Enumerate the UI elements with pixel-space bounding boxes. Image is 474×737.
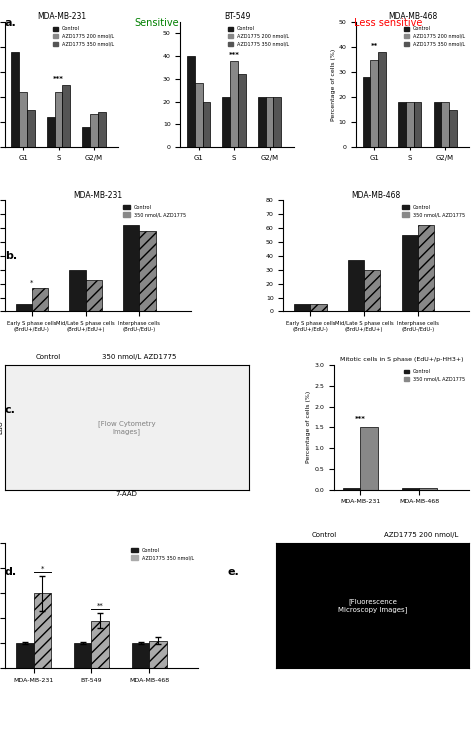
Bar	[90, 114, 98, 147]
Bar	[11, 52, 19, 147]
Text: Less sensitive: Less sensitive	[355, 18, 423, 29]
Y-axis label: Percentage of cells (%): Percentage of cells (%)	[330, 49, 336, 121]
Bar	[364, 270, 381, 312]
Title: MDA-MB-468: MDA-MB-468	[352, 191, 401, 200]
Title: Mitotic cells in S phase (EdU+/p-HH3+): Mitotic cells in S phase (EdU+/p-HH3+)	[340, 357, 463, 362]
Text: ***: ***	[355, 416, 366, 422]
Bar	[139, 231, 155, 312]
Bar	[441, 102, 449, 147]
Text: AZD1775 200 nmol/L: AZD1775 200 nmol/L	[383, 532, 458, 538]
Text: d.: d.	[5, 567, 17, 578]
Title: MDA-MB-231: MDA-MB-231	[73, 191, 122, 200]
Bar	[402, 235, 418, 312]
Bar	[63, 85, 70, 147]
Text: ***: ***	[229, 52, 239, 58]
Legend: Control, AZD1775 200 nmol/L, AZD1775 350 nmol/L: Control, AZD1775 200 nmol/L, AZD1775 350…	[402, 24, 467, 49]
Bar	[343, 488, 360, 490]
Bar	[82, 127, 90, 147]
Legend: Control, AZD1775 200 nmol/L, AZD1775 350 nmol/L: Control, AZD1775 200 nmol/L, AZD1775 350…	[51, 24, 116, 49]
Bar	[414, 102, 421, 147]
Bar	[16, 304, 32, 312]
Bar	[401, 488, 419, 490]
Bar	[27, 110, 35, 147]
Legend: Control, 350 nmol/L AZD1775: Control, 350 nmol/L AZD1775	[121, 203, 188, 219]
Bar	[69, 270, 85, 312]
Text: **: **	[97, 603, 103, 609]
Title: MDA-MB-231: MDA-MB-231	[37, 13, 86, 21]
Text: 350 nmol/L AZD1775: 350 nmol/L AZD1775	[101, 354, 176, 360]
Bar	[55, 92, 63, 147]
Bar	[273, 97, 281, 147]
Text: *: *	[41, 566, 44, 572]
Bar	[16, 643, 34, 668]
Bar	[378, 52, 386, 147]
Bar	[91, 621, 109, 668]
Title: BT-549: BT-549	[224, 13, 250, 21]
Text: Control: Control	[36, 354, 61, 360]
Bar	[360, 427, 378, 490]
Bar	[266, 97, 273, 147]
Bar	[398, 102, 406, 147]
Bar	[203, 102, 210, 147]
Bar	[418, 226, 434, 312]
Bar	[222, 97, 230, 147]
Text: *: *	[30, 279, 33, 285]
Bar	[132, 643, 149, 668]
Bar	[310, 304, 327, 312]
Text: ***: ***	[53, 76, 64, 82]
Bar	[187, 56, 195, 147]
Y-axis label: EdU: EdU	[0, 420, 3, 434]
Bar	[238, 74, 246, 147]
Bar	[123, 226, 139, 312]
Bar	[32, 288, 48, 312]
Legend: Control, 350 nmol/L AZD1775: Control, 350 nmol/L AZD1775	[402, 367, 467, 384]
Bar	[406, 102, 414, 147]
Text: b.: b.	[5, 251, 17, 261]
Y-axis label: Percentage of cells (%): Percentage of cells (%)	[307, 391, 311, 464]
Bar	[371, 60, 378, 147]
Bar	[419, 488, 437, 490]
Bar	[434, 102, 441, 147]
Text: Control: Control	[311, 532, 337, 538]
Bar	[47, 117, 55, 147]
Bar	[230, 60, 238, 147]
Bar	[294, 304, 310, 312]
Bar	[348, 260, 364, 312]
X-axis label: 7-AAD: 7-AAD	[116, 491, 137, 497]
Legend: Control, AZD1775 350 nmol/L: Control, AZD1775 350 nmol/L	[128, 545, 196, 562]
Bar	[19, 92, 27, 147]
Bar	[34, 593, 51, 668]
Bar	[85, 279, 102, 312]
Bar	[98, 112, 106, 147]
Text: c.: c.	[5, 405, 16, 416]
Bar	[149, 640, 166, 668]
Legend: Control, 350 nmol/L AZD1775: Control, 350 nmol/L AZD1775	[400, 203, 467, 219]
Legend: Control, AZD1775 200 nmol/L, AZD1775 350 nmol/L: Control, AZD1775 200 nmol/L, AZD1775 350…	[227, 24, 291, 49]
Bar	[363, 77, 371, 147]
Text: e.: e.	[228, 567, 239, 578]
Text: [Fluorescence
Microscopy Images]: [Fluorescence Microscopy Images]	[338, 598, 407, 613]
Text: a.: a.	[5, 18, 17, 29]
Bar	[195, 83, 203, 147]
Title: MDA-MB-468: MDA-MB-468	[388, 13, 437, 21]
Bar	[74, 643, 91, 668]
Bar	[258, 97, 266, 147]
Text: Sensitive: Sensitive	[134, 18, 179, 29]
Text: [Flow Cytometry
Images]: [Flow Cytometry Images]	[98, 420, 155, 435]
Bar	[449, 110, 457, 147]
Text: **: **	[371, 43, 378, 49]
